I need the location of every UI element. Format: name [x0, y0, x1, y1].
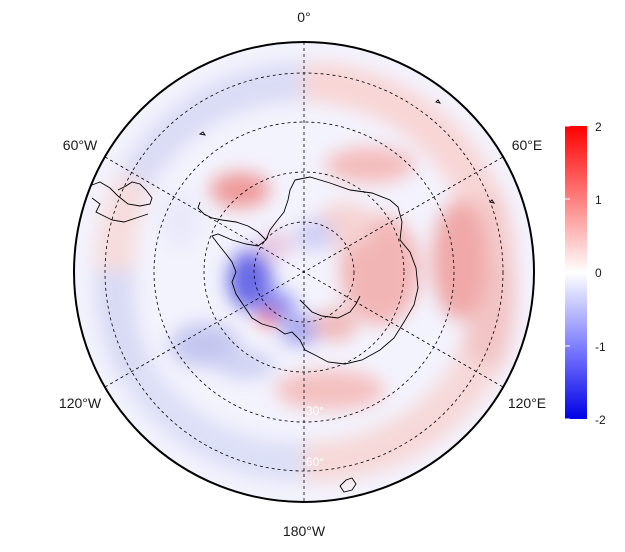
graticule	[104, 42, 504, 502]
coastlines	[91, 99, 496, 493]
lon-label-60e: 60°E	[512, 137, 543, 153]
lon-label-120w: 120°W	[59, 395, 102, 411]
ice-shelf-coastline	[299, 295, 361, 319]
colorbar-label-m1: -1	[595, 340, 606, 354]
south-america-coastline	[91, 181, 153, 223]
lon-label-60w: 60°W	[63, 137, 98, 153]
lat-label-30: 30°	[306, 404, 324, 418]
new-zealand-coastline	[339, 477, 357, 493]
small-island-2	[489, 199, 496, 204]
colorbar: 2 1 0 -1 -2	[565, 120, 606, 427]
lon-label-120e: 120°E	[508, 395, 546, 411]
map-border	[73, 41, 535, 503]
small-island-1	[435, 99, 442, 104]
colorbar-label-m2: -2	[595, 413, 606, 427]
colorbar-label-2: 2	[595, 120, 602, 134]
antarctica-coastline	[211, 176, 419, 365]
antarctic-peninsula-coastline	[197, 201, 267, 241]
lon-label-0: 0°	[297, 9, 310, 25]
colorbar-gradient	[565, 126, 587, 419]
lon-label-180w: 180°W	[283, 523, 326, 539]
meridian-120	[104, 156, 504, 388]
colorbar-label-0: 0	[595, 266, 602, 280]
colorbar-label-1: 1	[595, 193, 602, 207]
lat-label-60: 60°	[306, 455, 324, 469]
small-island-3	[198, 131, 206, 136]
